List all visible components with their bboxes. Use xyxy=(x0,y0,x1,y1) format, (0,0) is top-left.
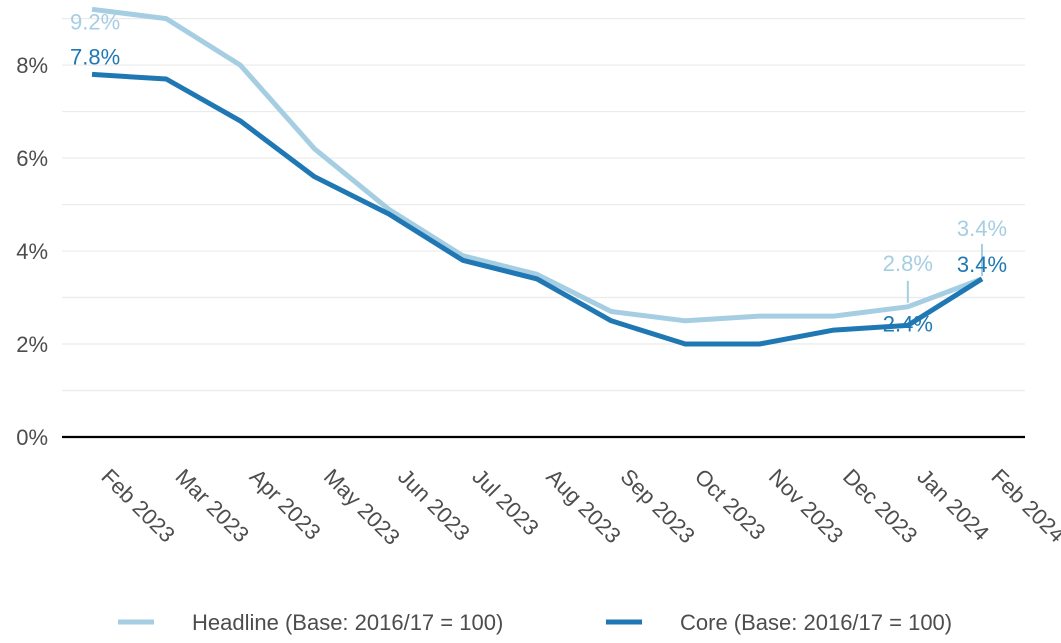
y-tick-label: 8% xyxy=(16,53,48,78)
legend: Headline (Base: 2016/17 = 100) Core (Base… xyxy=(118,610,952,635)
x-tick-label: Sep 2023 xyxy=(616,464,700,548)
x-tick-label: Jan 2024 xyxy=(912,464,994,546)
x-tick-label: Aug 2023 xyxy=(541,464,625,548)
x-tick-label: Oct 2023 xyxy=(690,464,771,545)
x-tick-label: Jul 2023 xyxy=(467,464,544,541)
y-tick-label: 4% xyxy=(16,239,48,264)
legend-item: Headline (Base: 2016/17 = 100) xyxy=(118,610,503,635)
x-tick-label: Apr 2023 xyxy=(245,464,326,545)
series-line-core xyxy=(91,71,984,347)
legend-item: Core (Base: 2016/17 = 100) xyxy=(606,610,952,635)
legend-label: Core (Base: 2016/17 = 100) xyxy=(680,610,952,635)
y-tick-label: 2% xyxy=(16,332,48,357)
y-axis-ticks: 0% 2% 4% 6% 8% xyxy=(16,53,48,450)
legend-label: Headline (Base: 2016/17 = 100) xyxy=(192,610,503,635)
x-tick-label: May 2023 xyxy=(319,464,405,550)
x-tick-label: Feb 2024 xyxy=(986,464,1061,547)
data-label: 3.4% xyxy=(957,252,1007,277)
x-tick-label: Jun 2023 xyxy=(393,464,475,546)
data-label: 2.4% xyxy=(883,311,933,336)
series-layer xyxy=(91,6,984,347)
data-label: 3.4% xyxy=(957,216,1007,241)
data-label: 2.8% xyxy=(883,251,933,276)
data-label: 7.8% xyxy=(70,44,120,69)
x-tick-label: Feb 2023 xyxy=(96,464,179,547)
y-tick-label: 6% xyxy=(16,146,48,171)
x-tick-label: Dec 2023 xyxy=(838,464,922,548)
x-tick-label: Nov 2023 xyxy=(764,464,848,548)
x-tick-label: Mar 2023 xyxy=(171,464,254,547)
data-label: 9.2% xyxy=(70,9,120,34)
data-labels: 9.2% 7.8% 2.8% 2.4% 3.4% 3.4% xyxy=(70,9,1007,336)
y-tick-label: 0% xyxy=(16,425,48,450)
series-line-headline xyxy=(91,6,983,324)
grid-layer xyxy=(62,17,1025,439)
